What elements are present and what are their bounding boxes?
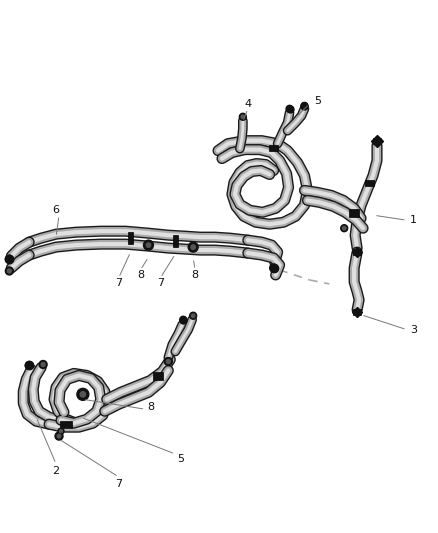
Circle shape <box>77 389 89 400</box>
Text: 1: 1 <box>410 215 417 225</box>
Circle shape <box>191 314 195 318</box>
Circle shape <box>144 240 153 250</box>
Circle shape <box>301 102 308 109</box>
FancyBboxPatch shape <box>373 138 381 144</box>
Circle shape <box>80 392 85 397</box>
FancyBboxPatch shape <box>173 235 178 247</box>
Circle shape <box>60 430 63 433</box>
Circle shape <box>181 318 185 321</box>
Circle shape <box>7 269 11 273</box>
Circle shape <box>240 114 246 120</box>
Circle shape <box>39 360 47 368</box>
Text: 5: 5 <box>177 454 184 464</box>
Circle shape <box>7 257 11 261</box>
Circle shape <box>25 361 33 369</box>
Circle shape <box>270 264 278 272</box>
FancyBboxPatch shape <box>60 421 72 427</box>
Text: 7: 7 <box>115 278 122 288</box>
Circle shape <box>191 245 195 249</box>
Circle shape <box>241 115 244 118</box>
Circle shape <box>146 243 151 247</box>
Text: 7: 7 <box>115 479 122 489</box>
Text: 7: 7 <box>157 278 164 288</box>
Text: 5: 5 <box>314 96 321 106</box>
Text: 6: 6 <box>53 205 60 215</box>
Circle shape <box>288 107 291 110</box>
FancyBboxPatch shape <box>128 232 133 244</box>
Circle shape <box>58 428 64 434</box>
Text: 8: 8 <box>147 402 154 412</box>
Circle shape <box>41 362 45 367</box>
FancyBboxPatch shape <box>353 249 361 255</box>
Circle shape <box>190 312 197 319</box>
FancyBboxPatch shape <box>353 309 361 314</box>
Circle shape <box>286 106 293 112</box>
Circle shape <box>164 358 172 366</box>
Text: 8: 8 <box>191 270 199 280</box>
Circle shape <box>180 316 187 323</box>
Circle shape <box>303 104 306 108</box>
Text: 2: 2 <box>53 466 60 476</box>
FancyBboxPatch shape <box>153 373 163 381</box>
Circle shape <box>5 267 13 275</box>
FancyBboxPatch shape <box>364 181 374 187</box>
Text: 4: 4 <box>244 99 251 109</box>
Circle shape <box>341 225 348 232</box>
Text: 8: 8 <box>137 270 144 280</box>
Circle shape <box>343 227 346 230</box>
Circle shape <box>5 255 13 263</box>
FancyBboxPatch shape <box>269 144 278 151</box>
Circle shape <box>188 242 198 252</box>
FancyBboxPatch shape <box>349 209 359 217</box>
Circle shape <box>166 360 170 364</box>
Circle shape <box>27 364 31 367</box>
Circle shape <box>55 432 63 440</box>
Text: 3: 3 <box>410 325 417 335</box>
Circle shape <box>57 434 61 438</box>
Circle shape <box>272 266 276 270</box>
